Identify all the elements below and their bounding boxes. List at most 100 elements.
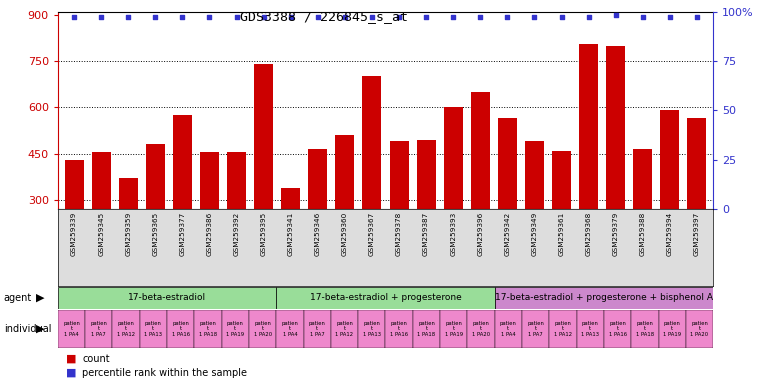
Bar	[113, 310, 140, 348]
Text: GSM259345: GSM259345	[98, 212, 104, 256]
Bar	[85, 310, 113, 348]
Bar	[359, 310, 386, 348]
Bar	[549, 310, 577, 348]
Text: patien
t
1 PA16: patien t 1 PA16	[608, 321, 627, 337]
Text: GSM259377: GSM259377	[180, 212, 185, 256]
Point	[258, 14, 270, 20]
Text: GSM259359: GSM259359	[125, 212, 131, 256]
Bar	[658, 310, 686, 348]
Text: GSM259397: GSM259397	[694, 212, 700, 256]
Bar	[58, 287, 276, 309]
Bar	[444, 107, 463, 209]
Point	[311, 14, 324, 20]
Point	[501, 14, 513, 20]
Bar	[249, 310, 276, 348]
Bar	[119, 179, 138, 209]
Text: ▶: ▶	[35, 293, 45, 303]
Point	[420, 14, 433, 20]
Text: 17-beta-estradiol + progesterone: 17-beta-estradiol + progesterone	[310, 293, 461, 303]
Text: patien
t
1 PA18: patien t 1 PA18	[199, 321, 217, 337]
Text: patien
t
1 PA19: patien t 1 PA19	[445, 321, 463, 337]
Text: patien
t
1 PA20: patien t 1 PA20	[691, 321, 709, 337]
Bar	[92, 152, 110, 209]
Text: ▶: ▶	[35, 324, 45, 334]
Bar	[386, 310, 412, 348]
Point	[204, 14, 216, 20]
Bar	[65, 160, 83, 209]
Bar	[200, 152, 219, 209]
Text: patien
t
1 PA16: patien t 1 PA16	[390, 321, 408, 337]
Bar	[167, 310, 194, 348]
Bar	[389, 141, 409, 209]
Point	[177, 14, 189, 20]
Bar	[579, 44, 598, 209]
Text: patien
t
1 PA4: patien t 1 PA4	[281, 321, 298, 337]
Point	[528, 14, 540, 20]
Text: patien
t
1 PA7: patien t 1 PA7	[90, 321, 107, 337]
Text: patien
t
1 PA13: patien t 1 PA13	[581, 321, 599, 337]
Text: GSM259379: GSM259379	[613, 212, 618, 256]
Bar	[688, 118, 706, 209]
Point	[691, 14, 703, 20]
Bar	[276, 287, 495, 309]
Text: count: count	[82, 354, 110, 364]
Text: patien
t
1 PA20: patien t 1 PA20	[254, 321, 271, 337]
Point	[447, 14, 460, 20]
Bar	[221, 310, 249, 348]
Bar	[440, 310, 467, 348]
Bar	[471, 92, 490, 209]
Text: GSM259393: GSM259393	[450, 212, 456, 256]
Point	[637, 14, 649, 20]
Text: patien
t
1 PA7: patien t 1 PA7	[309, 321, 325, 337]
Text: GSM259360: GSM259360	[342, 212, 348, 256]
Text: GSM259341: GSM259341	[288, 212, 294, 256]
Bar	[467, 310, 495, 348]
Bar	[522, 310, 549, 348]
Text: GSM259339: GSM259339	[71, 212, 77, 256]
Bar	[281, 188, 300, 209]
Text: GSM259395: GSM259395	[261, 212, 267, 256]
Bar	[331, 310, 359, 348]
Text: GSM259361: GSM259361	[558, 212, 564, 256]
Text: patien
t
1 PA19: patien t 1 PA19	[663, 321, 682, 337]
Bar	[173, 115, 192, 209]
Text: 17-beta-estradiol + progesterone + bisphenol A: 17-beta-estradiol + progesterone + bisph…	[495, 293, 713, 303]
Text: GSM259388: GSM259388	[640, 212, 646, 256]
Bar	[276, 310, 304, 348]
Bar	[495, 310, 522, 348]
Point	[68, 14, 80, 20]
Bar	[362, 76, 382, 209]
Bar	[416, 140, 436, 209]
Bar	[661, 111, 679, 209]
Text: patien
t
1 PA4: patien t 1 PA4	[500, 321, 517, 337]
Text: patien
t
1 PA7: patien t 1 PA7	[527, 321, 544, 337]
Text: individual: individual	[4, 324, 52, 334]
Text: patien
t
1 PA12: patien t 1 PA12	[117, 321, 135, 337]
Text: GDS3388 / 226845_s_at: GDS3388 / 226845_s_at	[240, 10, 408, 23]
Point	[474, 14, 487, 20]
Bar	[604, 310, 631, 348]
Text: patien
t
1 PA20: patien t 1 PA20	[472, 321, 490, 337]
Text: GSM259342: GSM259342	[504, 212, 510, 256]
Bar	[552, 151, 571, 209]
Text: GSM259394: GSM259394	[667, 212, 673, 256]
Text: patien
t
1 PA18: patien t 1 PA18	[636, 321, 654, 337]
Text: GSM259349: GSM259349	[531, 212, 537, 256]
Text: GSM259346: GSM259346	[315, 212, 321, 256]
Text: patien
t
1 PA12: patien t 1 PA12	[335, 321, 354, 337]
Point	[365, 14, 378, 20]
Point	[122, 14, 134, 20]
Bar	[631, 310, 658, 348]
Text: GSM259392: GSM259392	[234, 212, 240, 256]
Text: patien
t
1 PA16: patien t 1 PA16	[172, 321, 190, 337]
Text: GSM259386: GSM259386	[207, 212, 213, 256]
Bar	[498, 118, 517, 209]
Bar	[194, 310, 222, 348]
Bar	[254, 64, 273, 209]
Bar	[58, 310, 85, 348]
Text: GSM259396: GSM259396	[477, 212, 483, 256]
Point	[284, 14, 297, 20]
Text: GSM259368: GSM259368	[586, 212, 591, 256]
Bar	[686, 310, 713, 348]
Text: patien
t
1 PA4: patien t 1 PA4	[63, 321, 80, 337]
